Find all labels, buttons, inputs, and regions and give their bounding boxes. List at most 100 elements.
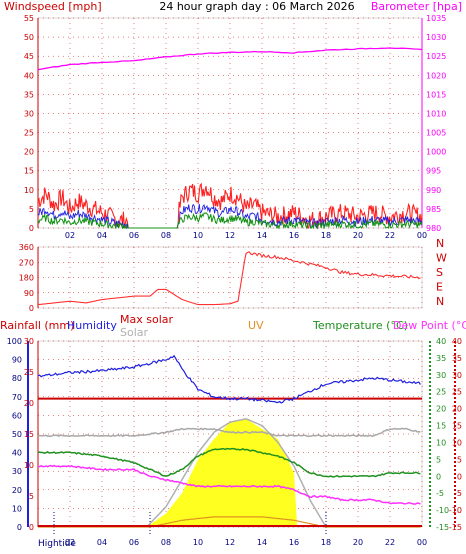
barometer-tick-label: 1020 xyxy=(426,71,446,80)
rainfall-tick-label: 20 xyxy=(24,399,34,408)
rainfall-tick-label: 30 xyxy=(24,337,34,346)
x-tick-label: 04 xyxy=(97,538,107,547)
max-solar-line xyxy=(146,418,327,528)
x-tick-label: 12 xyxy=(225,231,235,240)
x-tick-label: 16 xyxy=(289,231,299,240)
barometer-tick-label: 1025 xyxy=(426,52,446,61)
windspeed-tick-label: 45 xyxy=(24,52,34,61)
wind-average-line xyxy=(37,203,423,230)
barometer-tick-label: 995 xyxy=(426,167,441,176)
barometer-line xyxy=(37,47,423,71)
x-tick-label: 08 xyxy=(161,231,171,240)
temperature-tick-label: -10 xyxy=(436,506,449,515)
x-tick-label: 20 xyxy=(353,538,363,547)
rainfall-tick-label: 25 xyxy=(24,368,34,377)
x-tick-label: 10 xyxy=(193,231,203,240)
barometer-tick-label: 1010 xyxy=(426,109,446,118)
barometer-axis: 980 985 990 995 1000 1005 1010 1015 1020 1025 1030… xyxy=(426,14,446,233)
panel-wind-series xyxy=(37,47,423,230)
humidity-tick-label: 100 xyxy=(7,337,22,346)
temperature-tick-label: 10 xyxy=(436,438,446,447)
windspeed-axis-label: Windspeed [mph] xyxy=(4,0,102,13)
windspeed-axis: 0 5 10 15 20 25 30 35 40 45 50 55 xyxy=(24,14,34,233)
barometer-tick-label: 1005 xyxy=(426,129,446,138)
dewpoint-tick-label: 25 xyxy=(452,388,462,397)
windspeed-tick-label: 25 xyxy=(24,129,34,138)
humidity-tick-label: 90 xyxy=(12,356,22,365)
x-tick-label: 08 xyxy=(161,538,171,547)
rainfall-tick-label: 15 xyxy=(24,430,34,439)
humidity-tick-label: 0 xyxy=(17,523,22,532)
panel-direction-plot xyxy=(37,246,423,309)
humidity-tick-label: 60 xyxy=(12,411,22,420)
compass-label: S xyxy=(436,266,443,279)
barometer-tick-label: 990 xyxy=(426,186,441,195)
barometer-tick-label: 1000 xyxy=(426,148,446,157)
x-tick-label: 22 xyxy=(385,538,395,547)
temperature-label: Temperature (°C) xyxy=(312,319,408,332)
windspeed-tick-label: 30 xyxy=(24,109,34,118)
humidity-tick-label: 20 xyxy=(12,486,22,495)
temperature-tick-label: 30 xyxy=(436,371,446,380)
rainfall-label: Rainfall (mm) xyxy=(0,319,74,332)
temperature-line xyxy=(37,447,421,478)
hightide-label: Hightide xyxy=(38,539,76,549)
x-tick-label: 14 xyxy=(257,231,267,240)
dewpoint-tick-label: 40 xyxy=(452,337,462,346)
temperature-tick-label: -5 xyxy=(436,489,444,498)
compass-label: N xyxy=(436,295,444,308)
direction-tick-label: 360 xyxy=(19,243,34,252)
rainfall-tick-label: 5 xyxy=(29,492,34,501)
wind-low-line xyxy=(37,212,423,230)
dewpoint-label: Dew Point (°C) xyxy=(393,319,466,332)
direction-tick-label: 90 xyxy=(24,289,34,298)
solar-label: Solar xyxy=(120,326,149,339)
humidity-line xyxy=(37,354,421,404)
dewpoint-tick-label: -10 xyxy=(449,506,462,515)
compass-label: N xyxy=(436,237,444,250)
windspeed-tick-label: 40 xyxy=(24,71,34,80)
x-tick-label: 20 xyxy=(353,231,363,240)
temperature-tick-label: 15 xyxy=(436,422,446,431)
x-tick-label: 12 xyxy=(225,538,235,547)
gray-band-line xyxy=(37,427,421,438)
x-tick-label: 00 xyxy=(417,538,427,547)
direction-tick-label: 270 xyxy=(19,258,34,267)
x-tick-label: 16 xyxy=(289,538,299,547)
barometer-tick-label: 1015 xyxy=(426,90,446,99)
x-tick-label: 06 xyxy=(129,538,139,547)
humidity-tick-label: 10 xyxy=(12,504,22,513)
temperature-tick-label: 20 xyxy=(436,405,446,414)
dewpoint-tick-label: -5 xyxy=(454,489,462,498)
wind-gust-line xyxy=(37,182,423,230)
dewpoint-tick-label: 30 xyxy=(452,371,462,380)
humidity-label: Humidity xyxy=(67,319,117,332)
direction-tick-label: 0 xyxy=(29,304,34,313)
direction-axis: 0 90 180 270 360 xyxy=(19,243,34,313)
dewpoint-tick-label: 20 xyxy=(452,405,462,414)
temperature-tick-label: 0 xyxy=(436,472,441,481)
x-tick-label: 06 xyxy=(129,231,139,240)
windspeed-tick-label: 0 xyxy=(29,224,34,233)
windspeed-tick-label: 50 xyxy=(24,33,34,42)
x-tick-label: 18 xyxy=(321,538,331,547)
windspeed-tick-label: 10 xyxy=(24,186,34,195)
temperature-tick-label: 5 xyxy=(436,455,441,464)
humidity-tick-label: 30 xyxy=(12,467,22,476)
direction-tick-label: 180 xyxy=(19,274,34,283)
dewpoint-tick-label: 10 xyxy=(452,438,462,447)
x-tick-label: 22 xyxy=(385,231,395,240)
dewpoint-tick-label: 5 xyxy=(457,455,462,464)
barometer-tick-label: 985 xyxy=(426,205,441,214)
temperature-tick-label: 40 xyxy=(436,337,446,346)
x-tick-label: 10 xyxy=(193,538,203,547)
solar-area xyxy=(146,418,298,527)
temperature-tick-label: -15 xyxy=(436,523,449,532)
panel-wind-x-axis: 02 04 06 08 10 12 14 16 18 20 22 00 xyxy=(65,231,427,240)
windspeed-tick-label: 15 xyxy=(24,167,34,176)
barometer-tick-label: 1035 xyxy=(426,14,446,23)
temperature-tick-label: 35 xyxy=(436,354,446,363)
